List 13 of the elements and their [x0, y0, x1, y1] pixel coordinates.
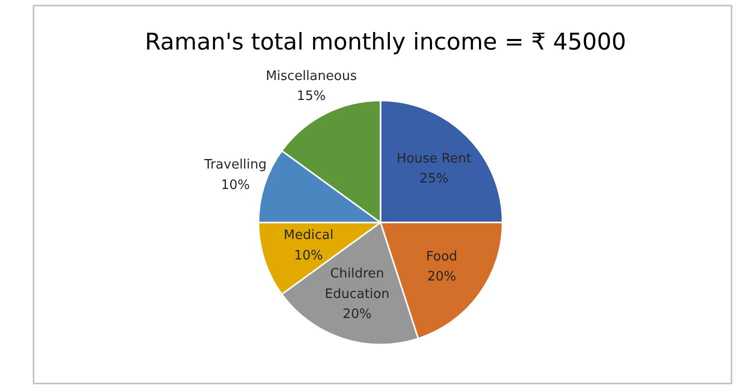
slice-label: House Rent [396, 151, 472, 166]
data-label: 10% [294, 248, 324, 264]
data-label: 10% [221, 178, 250, 193]
data-label: 25% [420, 172, 448, 187]
slice-label: Travelling [203, 158, 267, 173]
slice-label: Miscellaneous [266, 68, 358, 84]
slice-label: Medical [284, 228, 334, 244]
slice-label: Food [426, 249, 458, 264]
slice-label: Children Education [324, 266, 390, 302]
data-label: 15% [296, 89, 326, 104]
data-label: 20% [342, 307, 372, 322]
data-label: 20% [427, 270, 456, 285]
chart-title: Raman's total monthly income = ₹ 45000 [144, 30, 626, 56]
